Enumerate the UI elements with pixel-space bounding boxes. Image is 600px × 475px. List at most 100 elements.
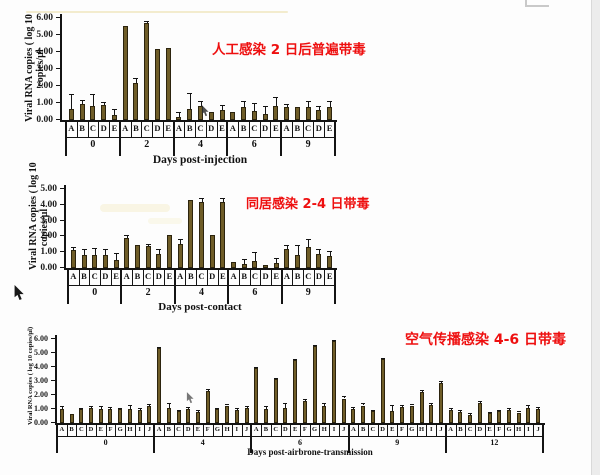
x-letter-cell: B xyxy=(186,123,193,133)
error-whisker-line xyxy=(148,243,150,246)
y-tick-mark xyxy=(60,267,64,268)
letter-divider xyxy=(238,270,240,285)
x-letter-cell: B xyxy=(294,123,301,133)
error-whisker-cap xyxy=(215,407,220,409)
group-divider xyxy=(250,423,253,453)
letter-divider xyxy=(66,425,68,436)
group-divider xyxy=(153,423,156,453)
error-whisker-cap xyxy=(351,406,356,408)
x-letter-cell: E xyxy=(273,271,280,281)
x-letter-cell: G xyxy=(312,426,318,433)
y-tick-label: 1.00 xyxy=(34,404,48,413)
error-whisker-cap xyxy=(124,234,130,236)
annotation-injection: 人工感染 2 日后普遍带毒 xyxy=(212,42,366,58)
bar xyxy=(145,245,151,268)
group-divider xyxy=(347,423,350,453)
error-whisker-cap xyxy=(284,245,290,247)
error-whisker-cap xyxy=(305,238,311,240)
x-letter-cell: H xyxy=(321,426,327,433)
x-letter-cell: C xyxy=(198,271,205,281)
x-letter-cell: E xyxy=(390,426,395,433)
y-tick-mark xyxy=(51,380,55,381)
letter-divider xyxy=(474,425,476,436)
letter-divider xyxy=(241,425,243,436)
letter-divider xyxy=(217,270,219,285)
letter-divider xyxy=(202,425,204,436)
error-whisker-line xyxy=(168,403,170,408)
error-whisker-line xyxy=(189,92,191,109)
error-whisker-cap xyxy=(102,249,108,251)
y-tick-mark xyxy=(60,235,64,237)
error-whisker-line xyxy=(265,405,267,409)
x-letter-cell: G xyxy=(409,426,415,433)
x-letter-cell: B xyxy=(361,426,366,433)
x-letter-cell: E xyxy=(98,426,103,433)
x-axis-line xyxy=(64,268,337,270)
bar xyxy=(187,108,193,120)
x-group-label: 9 xyxy=(305,287,311,298)
letter-divider xyxy=(523,425,525,436)
x-letter-cell: A xyxy=(68,123,75,133)
small-pointer-cursor xyxy=(201,104,210,122)
bar xyxy=(186,409,191,423)
error-whisker-line xyxy=(129,404,131,409)
error-whisker-line xyxy=(318,249,320,254)
x-letter-cell: E xyxy=(113,271,119,281)
error-whisker-line xyxy=(421,390,423,393)
bar xyxy=(516,412,521,423)
bar xyxy=(262,114,268,120)
bar xyxy=(536,409,541,423)
error-whisker-line xyxy=(243,101,245,108)
error-whisker-line xyxy=(308,101,310,108)
error-whisker-line xyxy=(105,249,107,255)
error-whisker-line xyxy=(222,104,224,110)
letter-divider xyxy=(484,425,486,436)
y-tick-mark xyxy=(56,68,60,69)
y-tick-label: 2.00 xyxy=(36,81,53,91)
letter-divider xyxy=(270,270,272,285)
bar xyxy=(98,409,103,423)
bar xyxy=(79,103,85,120)
error-whisker-line xyxy=(538,406,540,409)
x-letter-cell: D xyxy=(315,123,322,133)
error-whisker-cap xyxy=(177,238,183,240)
bar xyxy=(351,409,356,423)
error-whisker-line xyxy=(324,402,326,407)
error-whisker-cap xyxy=(176,111,182,113)
bar xyxy=(316,109,322,120)
right-scrollbar-strip[interactable] xyxy=(591,0,600,475)
x-letter-cell: D xyxy=(477,426,483,433)
bar xyxy=(438,383,443,423)
error-whisker-cap xyxy=(59,406,64,408)
bar xyxy=(154,48,160,120)
error-whisker-cap xyxy=(145,243,151,245)
x-letter-cell: D xyxy=(88,426,94,433)
letter-row-line xyxy=(67,285,336,286)
x-letter-cell: C xyxy=(305,123,312,133)
x-letter-cell: B xyxy=(79,123,85,133)
bar xyxy=(448,409,453,423)
error-whisker-line xyxy=(479,400,481,403)
x-letter-cell: G xyxy=(506,426,512,433)
bar xyxy=(327,256,333,268)
error-whisker-cap xyxy=(263,405,268,407)
error-whisker-line xyxy=(103,102,105,105)
letter-divider xyxy=(86,425,88,436)
group-divider xyxy=(444,423,447,453)
group-divider xyxy=(280,120,283,156)
error-whisker-cap xyxy=(176,409,181,411)
error-whisker-cap xyxy=(322,402,327,404)
letter-divider xyxy=(436,425,438,436)
x-letter-cell: A xyxy=(70,271,77,281)
x-axis-line xyxy=(60,120,337,122)
bar xyxy=(79,409,84,423)
bar xyxy=(302,401,307,423)
bar xyxy=(101,104,107,120)
group-divider xyxy=(227,268,230,304)
bar xyxy=(409,405,414,423)
bar xyxy=(244,407,249,423)
annotation-contact: 同居感染 2-4 日带毒 xyxy=(246,197,370,212)
x-letter-cell: A xyxy=(230,271,237,281)
letter-divider xyxy=(193,425,195,436)
